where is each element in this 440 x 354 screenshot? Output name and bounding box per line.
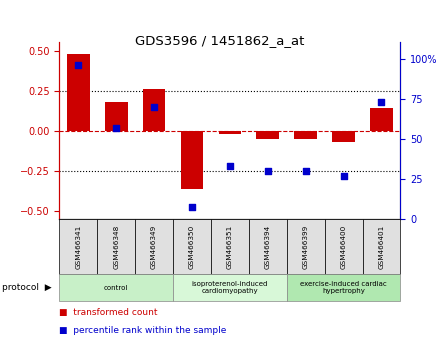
Text: GSM466399: GSM466399: [303, 225, 309, 269]
Text: GSM466351: GSM466351: [227, 225, 233, 269]
Text: GDS3596 / 1451862_a_at: GDS3596 / 1451862_a_at: [136, 34, 304, 47]
Text: GSM466394: GSM466394: [265, 225, 271, 269]
Text: GSM466349: GSM466349: [151, 225, 157, 269]
Bar: [257, 131, 279, 139]
Bar: [67, 54, 90, 131]
Text: isoproterenol-induced
cardiomyopathy: isoproterenol-induced cardiomyopathy: [192, 281, 268, 294]
Bar: [181, 131, 203, 189]
Bar: [294, 131, 317, 139]
Text: ■  transformed count: ■ transformed count: [59, 308, 158, 317]
Text: protocol  ▶: protocol ▶: [2, 283, 52, 292]
Text: GSM466348: GSM466348: [113, 225, 119, 269]
Bar: [105, 102, 128, 131]
Bar: [219, 131, 241, 134]
Point: [264, 169, 271, 174]
Text: ■  percentile rank within the sample: ■ percentile rank within the sample: [59, 326, 227, 335]
Bar: [332, 131, 355, 142]
Point: [188, 204, 195, 210]
Bar: [143, 89, 165, 131]
Text: GSM466350: GSM466350: [189, 225, 195, 269]
Point: [150, 104, 158, 110]
Text: GSM466400: GSM466400: [341, 225, 347, 269]
Text: control: control: [104, 285, 128, 291]
Point: [227, 164, 234, 169]
Point: [113, 125, 120, 131]
Text: GSM466401: GSM466401: [378, 225, 385, 269]
Text: GSM466341: GSM466341: [75, 225, 81, 269]
Text: exercise-induced cardiac
hypertrophy: exercise-induced cardiac hypertrophy: [300, 281, 387, 294]
Bar: [370, 108, 393, 131]
Point: [378, 99, 385, 105]
Point: [340, 173, 347, 179]
Point: [302, 169, 309, 174]
Point: [75, 62, 82, 68]
